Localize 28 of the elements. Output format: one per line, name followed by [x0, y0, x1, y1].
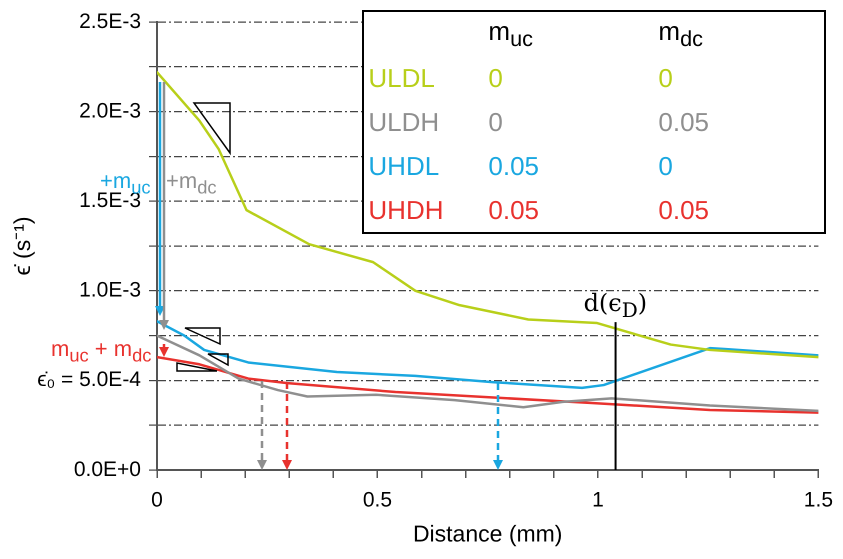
- text: ULDH: [368, 106, 440, 136]
- x-tick-label: 0: [151, 488, 163, 512]
- y-axis-title: ϵ̇ (s⁻¹): [9, 216, 36, 276]
- x-tick-label: 1: [592, 488, 604, 512]
- y-tick-label: 2.0E-3: [79, 99, 141, 122]
- annotation: 0.05: [487, 194, 540, 226]
- text: UHDH: [368, 194, 444, 224]
- annotation: 0: [657, 150, 674, 182]
- annotation: 0.05: [657, 106, 710, 138]
- annotation: 0.05: [657, 194, 710, 226]
- annotation: +m$_{dc}$: [166, 168, 217, 198]
- text: m$_{uc}$ + m$_{dc}$: [51, 336, 152, 366]
- annotation: 0: [487, 106, 504, 138]
- annotation: m$_{dc}$: [657, 14, 704, 54]
- annotation: 0.05: [487, 150, 540, 182]
- text: ULDL: [368, 62, 435, 92]
- text: UHDL: [368, 150, 440, 180]
- x-tick-label: 1.5: [804, 488, 834, 512]
- ref-line-label: d(ϵ$_{D}$): [584, 289, 648, 322]
- y-tick-label: 1.0E-3: [79, 278, 141, 302]
- x-tick-label: 0.5: [362, 488, 392, 512]
- y-tick-label: 0.0E+0: [74, 458, 141, 481]
- annotation: m$_{uc}$: [487, 14, 534, 54]
- annotation: 0: [657, 62, 674, 94]
- y-tick-label: 2.5E-3: [79, 10, 141, 33]
- x-axis-title: Distance (mm): [412, 520, 562, 547]
- annotation: 0: [487, 62, 504, 94]
- y-tick-label: ϵ̇₀ = 5.0E-4: [37, 368, 142, 392]
